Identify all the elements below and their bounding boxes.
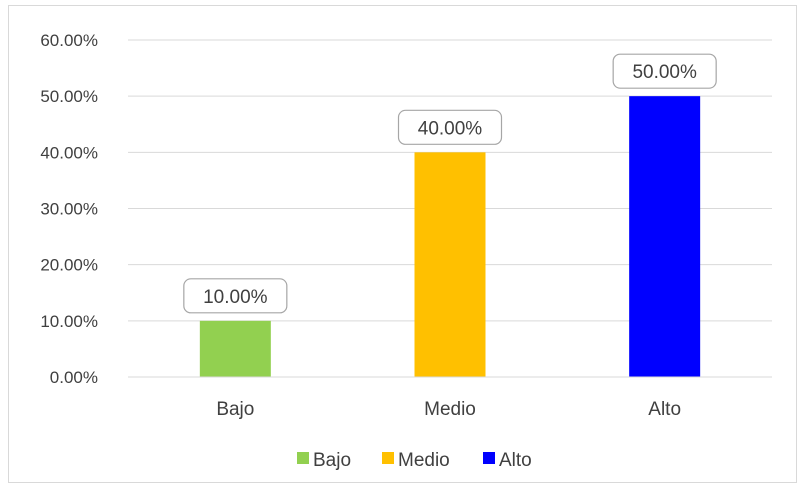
data-label-box — [183, 278, 288, 314]
legend-swatch — [483, 452, 495, 464]
y-tick-label: 40.00% — [40, 143, 98, 162]
y-tick-label: 20.00% — [40, 256, 98, 275]
x-category-label: Bajo — [216, 399, 254, 420]
data-label-box — [397, 109, 503, 145]
y-tick-label: 60.00% — [40, 31, 98, 50]
x-axis: Bajo Medio Alto — [128, 376, 772, 420]
bar — [629, 96, 701, 378]
x-category-label: Alto — [648, 399, 681, 420]
bars — [199, 96, 701, 378]
legend-swatch — [382, 452, 394, 464]
y-tick-label: 30.00% — [40, 200, 98, 219]
data-label: 50.00% — [632, 62, 697, 83]
legend: Bajo Medio Alto — [297, 450, 532, 471]
y-axis-tick-labels: 0.00% 10.00% 20.00% 30.00% 40.00% 50.00% 60.00… — [40, 31, 98, 387]
data-labels: 10.00% 40.00% 50.00% — [183, 53, 717, 314]
bar — [199, 320, 271, 377]
y-tick-label: 50.00% — [40, 87, 98, 106]
legend-label: Alto — [499, 450, 532, 471]
data-label-box — [612, 53, 717, 89]
y-tick-label: 10.00% — [40, 312, 98, 331]
x-category-label: Medio — [424, 399, 476, 420]
y-tick-label: 0.00% — [50, 368, 98, 387]
legend-label: Medio — [398, 450, 450, 471]
data-label: 10.00% — [203, 287, 268, 308]
bar — [414, 152, 486, 377]
legend-label: Bajo — [313, 450, 351, 471]
legend-swatch — [297, 452, 309, 464]
data-label: 40.00% — [418, 118, 483, 139]
